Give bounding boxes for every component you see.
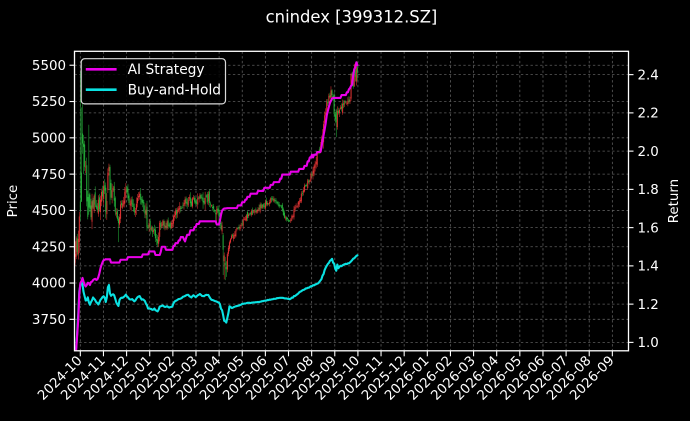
buyhold-line [74, 254, 359, 351]
y-tick-label-return: 1.2 [638, 298, 659, 313]
legend: AI Strategy Buy-and-Hold [80, 58, 227, 105]
legend-box [80, 58, 227, 105]
y-tick-label-return: 2.2 [638, 107, 659, 122]
y-tick-label-price: 5000 [32, 132, 66, 147]
y-axis-title-return: Return [667, 179, 682, 223]
y-tick-label-return: 1.0 [638, 336, 659, 351]
lines-layer [74, 61, 359, 351]
tick-marks [69, 64, 634, 357]
chart-title: cnindex [399312.SZ] [266, 8, 438, 27]
plot-spines [73, 50, 630, 352]
y-tick-label-return: 2.0 [638, 145, 659, 160]
strategy-line [74, 61, 359, 351]
legend-label-strategy: AI Strategy [128, 62, 205, 78]
y-tick-label-price: 3750 [32, 313, 66, 328]
y-tick-label-price: 4500 [32, 204, 66, 219]
y-axis-title-price: Price [6, 185, 21, 218]
y-axis-return: 1.0 1.2 1.4 1.6 1.8 2.0 2.2 2.4 [638, 68, 659, 351]
y-tick-label-return: 1.4 [638, 260, 659, 275]
y-tick-label-return: 2.4 [638, 68, 659, 83]
down-bodies [76, 68, 358, 270]
y-tick-label-price: 5250 [32, 95, 66, 110]
y-tick-label-return: 1.6 [638, 221, 659, 236]
y-axis-price: 3750 4000 4250 4500 4750 5000 5250 5500 [32, 59, 66, 328]
y-tick-label-return: 1.8 [638, 183, 659, 198]
candlestick-layer [74, 59, 358, 281]
y-tick-label-price: 4250 [32, 240, 66, 255]
legend-label-buyhold: Buy-and-Hold [128, 82, 221, 98]
y-tick-label-price: 5500 [32, 59, 66, 74]
x-axis: 2024-102024-112024-122025-012025-022025-… [35, 354, 617, 404]
y-tick-label-price: 4000 [32, 277, 66, 292]
y-tick-label-price: 4750 [32, 168, 66, 183]
